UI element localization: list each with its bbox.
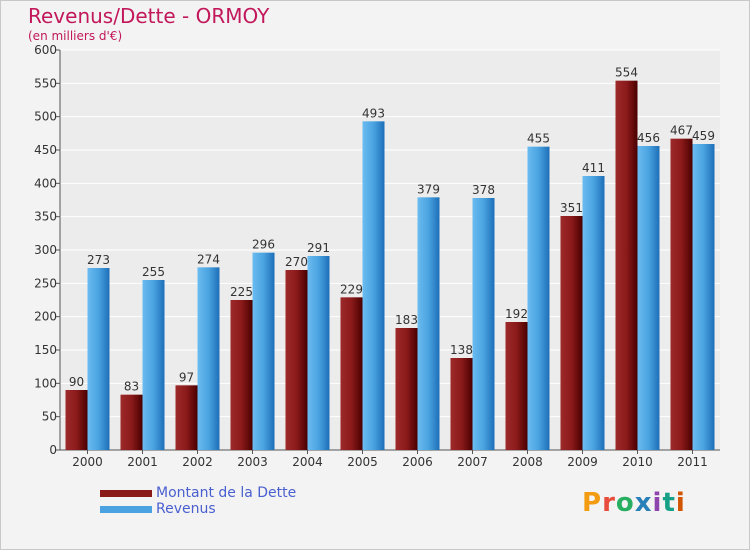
x-tick-label: 2009 [567,455,598,469]
data-label-dette: 83 [124,380,139,394]
data-label-revenus: 296 [252,238,275,252]
data-label-dette: 97 [179,370,194,384]
y-tick-label: 150 [34,343,57,357]
data-label-dette: 225 [230,285,253,299]
data-label-revenus: 291 [307,241,330,255]
y-tick-label: 450 [34,143,57,157]
bar-revenus [197,267,220,450]
bar-revenus [637,146,660,450]
data-label-dette: 138 [450,343,473,357]
x-tick-label: 2006 [402,455,433,469]
bar-dette [120,394,143,450]
y-tick-label: 100 [34,376,57,390]
data-label-dette: 192 [505,307,528,321]
bar-dette [505,322,528,450]
data-label-dette: 554 [615,66,638,80]
brand-logo: Proxiti [582,488,686,518]
x-tick-label: 2010 [622,455,653,469]
bar-dette [65,390,88,450]
data-label-revenus: 379 [417,182,440,196]
y-tick-label: 250 [34,276,57,290]
data-label-revenus: 274 [197,252,220,266]
y-tick-label: 400 [34,176,57,190]
data-label-revenus: 411 [582,161,605,175]
x-tick-label: 2004 [292,455,323,469]
chart-subtitle: (en milliers d'€) [28,29,123,43]
data-label-revenus: 459 [692,129,715,143]
legend-swatch-revenus [100,506,152,513]
x-tick-label: 2003 [237,455,268,469]
x-tick-label: 2005 [347,455,378,469]
data-label-dette: 183 [395,313,418,327]
data-label-revenus: 273 [87,253,110,267]
x-tick-label: 2011 [677,455,708,469]
y-tick-label: 200 [34,310,57,324]
bar-dette [395,328,418,450]
bar-revenus [142,280,165,450]
bar-revenus [472,198,495,450]
y-tick-label: 500 [34,110,57,124]
data-label-dette: 270 [285,255,308,269]
x-tick-label: 2008 [512,455,543,469]
data-label-revenus: 456 [637,131,660,145]
y-tick-label: 50 [42,410,57,424]
bar-revenus [252,252,275,450]
bar-revenus [692,144,715,450]
x-tick-label: 2001 [127,455,158,469]
bar-dette [230,300,253,450]
x-tick-label: 2007 [457,455,488,469]
data-label-dette: 90 [69,375,84,389]
bar-revenus [582,176,605,450]
bar-dette [450,358,473,450]
bar-revenus [362,121,385,450]
bar-dette [285,270,308,450]
legend-label-dette: Montant de la Dette [156,485,297,501]
bar-dette [615,80,638,451]
y-tick-label: 0 [49,443,57,457]
bar-dette [560,216,583,450]
data-label-dette: 229 [340,282,363,296]
data-label-revenus: 455 [527,132,550,146]
data-label-dette: 351 [560,201,583,215]
legend-label-revenus: Revenus [156,501,216,517]
y-tick-label: 600 [34,43,57,57]
bar-revenus [527,146,550,450]
y-tick-label: 550 [34,76,57,90]
x-tick-label: 2002 [182,455,213,469]
data-label-revenus: 493 [362,106,385,120]
bar-revenus [307,256,330,450]
bar-dette [670,138,693,450]
data-label-revenus: 255 [142,265,165,279]
bar-dette [340,297,363,450]
x-tick-label: 2000 [72,455,103,469]
data-label-revenus: 378 [472,183,495,197]
data-label-dette: 467 [670,124,693,138]
y-tick-label: 300 [34,243,57,257]
y-tick-label: 350 [34,210,57,224]
bar-revenus [87,268,110,450]
legend-swatch-dette [100,490,152,497]
bar-revenus [417,197,440,450]
chart-title: Revenus/Dette - ORMOY [28,4,270,28]
bar-dette [175,385,198,450]
